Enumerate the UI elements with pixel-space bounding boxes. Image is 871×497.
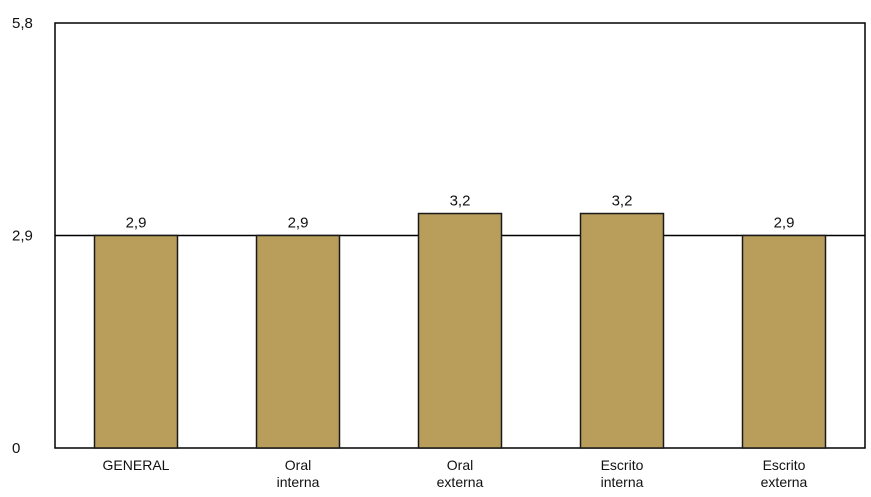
bar — [417, 212, 503, 449]
x-tick-label: Escrito interna — [601, 457, 644, 490]
data-label: 3,2 — [450, 193, 471, 210]
bar — [579, 212, 665, 449]
x-tick-label: Oral interna — [277, 457, 320, 490]
x-tick-label: GENERAL — [103, 457, 170, 473]
x-tick-label: Escrito externa — [761, 457, 808, 490]
data-label: 2,9 — [126, 215, 147, 232]
y-tick-label: 2,9 — [12, 228, 33, 245]
data-label: 3,2 — [612, 193, 633, 210]
data-label: 2,9 — [288, 215, 309, 232]
bar — [93, 234, 179, 449]
y-tick-label: 0 — [12, 440, 20, 457]
data-label: 2,9 — [774, 215, 795, 232]
y-tick-label: 5,8 — [12, 15, 33, 32]
x-tick-label: Oral externa — [437, 457, 484, 490]
bar — [741, 234, 827, 449]
bar — [255, 234, 341, 449]
